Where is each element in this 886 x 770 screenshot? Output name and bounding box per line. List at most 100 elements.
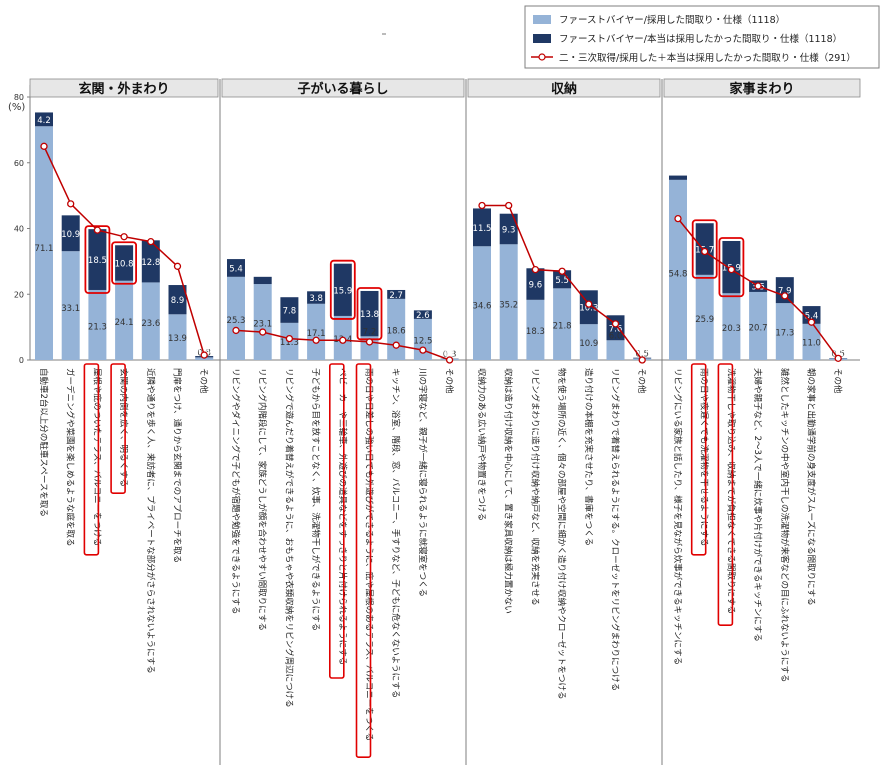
highlight-frame <box>84 225 111 294</box>
bar-wanted <box>35 112 53 127</box>
category-highlight-frame <box>328 363 345 679</box>
data-label-adopted: 24.1 <box>115 318 134 328</box>
bar-wanted <box>88 229 107 290</box>
category-label: リビングまわりに造り付け収納や納戸など、収納を充実させる <box>529 368 540 606</box>
data-label-wanted: 1.3 <box>672 167 684 176</box>
bar-wanted <box>669 175 687 180</box>
bar-adopted <box>473 246 491 360</box>
line-point <box>638 356 646 364</box>
data-label-adopted: 18.3 <box>526 327 545 337</box>
data-label-adopted: 0.5 <box>635 349 649 359</box>
y-tick-label: 40 <box>14 225 24 234</box>
bar-adopted <box>499 244 518 360</box>
line-point <box>558 267 566 275</box>
line-point <box>173 262 182 270</box>
data-label-wanted: 2.7 <box>389 291 403 301</box>
data-label-wanted: 12.8 <box>141 258 160 268</box>
legend-box <box>524 5 880 69</box>
category-label: その他 <box>832 368 843 394</box>
category-label: 玄関の内側を広く、明るくする <box>118 368 129 487</box>
bar-wanted <box>526 268 545 300</box>
data-label-adopted: 17.1 <box>307 329 326 339</box>
data-label-adopted: 34.6 <box>473 301 492 311</box>
legend-swatch-2 <box>533 34 551 43</box>
bar-adopted <box>227 276 245 360</box>
data-label-wanted: 9.6 <box>529 281 543 291</box>
data-label-wanted: 7.8 <box>283 307 297 317</box>
bar-wanted <box>253 276 272 285</box>
category-label: 自動車2台以上分の駐車スペースを取る <box>38 368 49 517</box>
bar-adopted <box>579 324 598 360</box>
data-label-adopted: 33.1 <box>61 304 80 314</box>
data-label-wanted: 7.9 <box>778 287 792 297</box>
bar-wanted <box>413 310 432 319</box>
line-point <box>339 336 347 344</box>
y-tick-label: 20 <box>14 290 24 299</box>
bar-wanted <box>499 213 518 245</box>
category-label: ガーデニングや菜園を楽しめるような庭を取る <box>65 368 76 547</box>
data-label-adopted: 25.9 <box>695 315 714 325</box>
bar-wanted <box>61 215 80 252</box>
category-label: 造り付けの本棚を充実させたり、書庫をつくる <box>583 368 594 546</box>
data-label-adopted: 35.2 <box>499 300 518 310</box>
line-point <box>232 326 240 335</box>
y-tick-label: 0 <box>19 356 24 365</box>
category-label: 川の字寝など、親子が一緒に寝られるように就寝室をつくる <box>417 368 428 597</box>
bar-wanted <box>387 289 406 299</box>
panel-title: 収納 <box>551 81 577 97</box>
category-label: 雨の日や夜遅くでも洗濯物を干せるようにする <box>699 368 710 546</box>
data-label-adopted: 12.5 <box>413 336 432 346</box>
bar-wanted <box>115 245 134 281</box>
data-label-adopted: 23.6 <box>141 319 160 329</box>
category-highlight-frame <box>83 363 100 556</box>
panel-title: 家事まわり <box>729 81 794 97</box>
data-label-adopted: 23.1 <box>253 320 272 330</box>
category-label: リビングまわりで着替えられるようにする。クローゼットをリビングまわりにつける <box>610 368 621 691</box>
data-label-wanted: 9.3 <box>502 225 516 235</box>
bar-wanted <box>360 290 379 337</box>
line-point <box>93 226 102 234</box>
category-highlight-frame <box>110 363 126 494</box>
category-label: リビングで遊んだり着替えができるように、おもちゃや衣類収納をリビング周辺につける <box>283 368 294 708</box>
category-label: その他 <box>444 368 455 394</box>
category-highlight-frame <box>717 363 734 627</box>
data-label-adopted: 20.3 <box>722 324 741 334</box>
data-label-adopted: 20.7 <box>749 323 768 333</box>
y-tick-label: 80 <box>14 93 24 102</box>
category-label: その他 <box>636 368 647 394</box>
bar-wanted <box>280 297 299 323</box>
data-label-wanted: 10.3 <box>579 304 598 314</box>
data-label-adopted: 54.8 <box>669 270 688 280</box>
data-label-wanted: 13.8 <box>360 310 379 320</box>
data-label-adopted: 6.0 <box>609 331 623 341</box>
bar-adopted <box>88 289 107 360</box>
legend-entry-1: ファーストバイヤー/採用した間取り・仕様（1118） <box>559 14 785 26</box>
data-label-adopted: 11.0 <box>802 339 821 349</box>
line-point <box>505 201 513 210</box>
data-label-adopted: 13.9 <box>168 334 187 344</box>
panel-header <box>467 78 661 98</box>
data-label-adopted: 21.3 <box>88 322 107 332</box>
highlight-frame <box>329 259 356 320</box>
bar-wanted <box>141 240 160 283</box>
data-label-adopted: 0.3 <box>443 350 457 360</box>
line-point <box>120 233 128 241</box>
data-label-adopted: 21.8 <box>553 322 572 332</box>
data-label-wanted: 0.1 <box>444 350 456 359</box>
bar-wanted <box>168 285 187 315</box>
data-label-adopted: 7.2 <box>363 327 377 337</box>
data-label-adopted: 71.1 <box>35 244 54 254</box>
legend-swatch-1 <box>533 15 551 24</box>
category-label: 収納は造り付け収納を中心にして、置き家具収納は極力置かない <box>503 368 514 614</box>
line-point <box>147 237 155 246</box>
panel-title: 子がいる暮らし <box>297 81 388 97</box>
category-label: リビング内階段にして、家族どうしが顔を合わせやすい間取りにする <box>257 368 268 631</box>
line-point <box>259 328 267 336</box>
data-label-adopted: 25.3 <box>227 316 246 326</box>
category-label: 物を使う場所の近く、個々の部屋や空間に細かく造り付け収納やクローゼットをつける <box>556 368 567 700</box>
bar-adopted <box>695 274 714 360</box>
legend-entry-2: ファーストバイヤー/本当は採用したかった間取り・仕様（1118） <box>559 33 842 45</box>
bar-adopted <box>35 126 53 360</box>
bar-wanted <box>473 208 491 247</box>
